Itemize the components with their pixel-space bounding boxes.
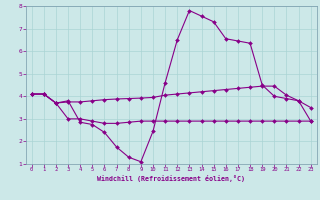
X-axis label: Windchill (Refroidissement éolien,°C): Windchill (Refroidissement éolien,°C): [97, 175, 245, 182]
